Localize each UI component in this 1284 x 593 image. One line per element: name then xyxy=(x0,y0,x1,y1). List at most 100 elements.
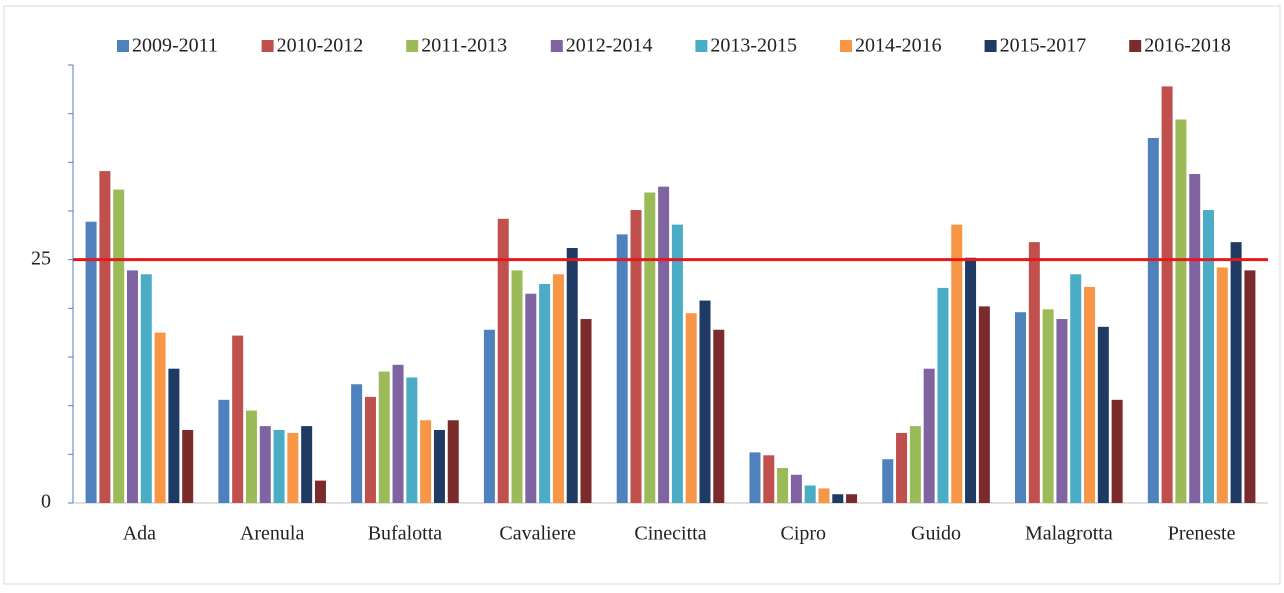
legend-label: 2013-2015 xyxy=(710,35,797,57)
bar xyxy=(699,300,711,503)
legend-label: 2009-2011 xyxy=(132,35,218,57)
bar xyxy=(433,430,445,503)
bar xyxy=(378,371,390,503)
bar xyxy=(644,192,656,504)
bar xyxy=(832,494,844,503)
legend-label: 2014-2016 xyxy=(855,35,942,57)
legend-swatch xyxy=(695,40,708,52)
legend-swatch xyxy=(117,40,129,52)
bar xyxy=(1216,267,1228,503)
legend-swatch xyxy=(840,40,852,52)
x-tick-label: Ada xyxy=(123,523,156,545)
x-tick-label: Malagrotta xyxy=(1025,523,1113,545)
bar xyxy=(777,467,789,503)
bar xyxy=(497,218,509,503)
bar xyxy=(539,284,551,503)
bar xyxy=(1161,86,1173,503)
bar xyxy=(182,430,194,503)
bar xyxy=(1175,119,1187,504)
bar xyxy=(140,274,152,503)
bar xyxy=(658,186,670,503)
bar xyxy=(1111,399,1123,503)
bar xyxy=(1189,174,1201,503)
x-tick-label: Arenula xyxy=(240,523,305,545)
bar xyxy=(1028,242,1040,503)
bar xyxy=(896,432,908,503)
legend-swatch xyxy=(550,40,563,52)
bar xyxy=(1070,274,1082,503)
bar xyxy=(420,420,432,503)
bar xyxy=(483,329,495,503)
bar xyxy=(937,287,949,503)
bar xyxy=(232,335,244,503)
bar xyxy=(804,485,816,503)
bar xyxy=(245,410,257,503)
x-tick-label: Cipro xyxy=(780,523,826,545)
bar xyxy=(273,430,285,503)
bar xyxy=(713,329,725,503)
y-tick-label: 0 xyxy=(41,491,51,513)
legend-swatch xyxy=(1129,40,1142,52)
bar xyxy=(406,377,418,503)
bar xyxy=(630,210,642,503)
legend-swatch xyxy=(261,40,274,52)
bar xyxy=(1203,210,1215,503)
legend-label: 2012-2014 xyxy=(566,35,653,57)
bar xyxy=(511,270,523,503)
bar xyxy=(259,426,271,503)
bar xyxy=(671,224,683,504)
bar xyxy=(154,332,166,503)
bar xyxy=(580,319,592,503)
x-tick-label: Guido xyxy=(911,523,961,545)
legend-label: 2016-2018 xyxy=(1144,35,1231,57)
bar xyxy=(909,426,921,503)
legend-swatch xyxy=(406,40,419,52)
bar xyxy=(846,494,858,503)
bar xyxy=(763,455,775,503)
bar xyxy=(85,221,97,503)
bar xyxy=(923,368,935,503)
x-tick-label: Cavaliere xyxy=(499,523,576,545)
bar xyxy=(1230,242,1242,503)
bar xyxy=(1084,286,1096,503)
bar xyxy=(1244,270,1256,503)
bar xyxy=(287,432,299,503)
bar xyxy=(951,224,963,504)
bar xyxy=(566,247,578,503)
bar xyxy=(552,274,564,503)
bar xyxy=(99,171,111,504)
bar xyxy=(818,488,830,503)
legend-swatch xyxy=(984,40,997,52)
bar xyxy=(685,313,697,503)
y-tick-label: 25 xyxy=(31,247,51,269)
bar xyxy=(882,459,894,503)
bar xyxy=(113,189,125,503)
bar xyxy=(364,396,376,503)
bar xyxy=(978,306,990,503)
bar xyxy=(965,257,977,503)
x-tick-label: Bufalotta xyxy=(368,523,443,545)
bar xyxy=(749,452,761,503)
bar xyxy=(351,384,363,503)
legend-label: 2010-2012 xyxy=(277,35,364,57)
bar xyxy=(218,399,230,503)
bar xyxy=(1147,138,1159,503)
bar xyxy=(168,368,180,503)
bar xyxy=(126,270,138,503)
bar xyxy=(301,426,313,503)
legend-label: 2011-2013 xyxy=(421,35,507,57)
bar xyxy=(1015,312,1027,503)
bar xyxy=(525,293,537,503)
bar xyxy=(392,364,404,503)
bar xyxy=(1056,319,1068,503)
bar xyxy=(790,474,802,503)
bar xyxy=(1042,309,1054,503)
bar xyxy=(447,420,459,503)
bar xyxy=(616,234,628,504)
x-tick-label: Preneste xyxy=(1168,523,1236,545)
legend-label: 2015-2017 xyxy=(1000,35,1087,57)
bar xyxy=(314,480,326,503)
x-tick-label: Cinecitta xyxy=(634,523,706,545)
bar xyxy=(1097,326,1109,503)
